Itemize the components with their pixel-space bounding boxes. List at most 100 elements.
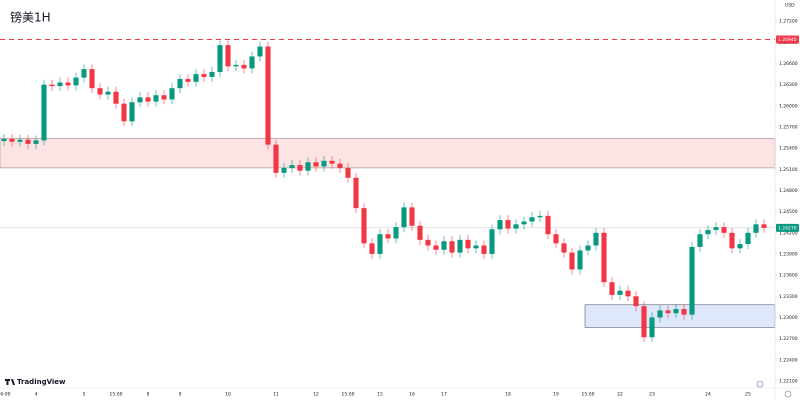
candle-body [425, 239, 431, 246]
currency-label: USD [785, 3, 795, 9]
candle-body [337, 163, 343, 168]
candle-body [121, 103, 127, 122]
y-tick-label: 1.24800 [779, 188, 798, 194]
candle-body [305, 162, 311, 171]
candle-body [81, 69, 87, 78]
candle-body [249, 56, 255, 69]
chart-title: 镑美1H [10, 10, 51, 25]
candle-body [537, 215, 543, 218]
candle-body [697, 234, 703, 247]
candle-body [713, 227, 719, 230]
y-tick-label: 1.22700 [779, 336, 798, 342]
y-tick-label: 1.27200 [779, 19, 798, 25]
candle-body [361, 208, 367, 244]
candle-body [449, 241, 455, 253]
x-tick-label: 18 [505, 392, 511, 398]
x-tick-label: 19 [553, 392, 559, 398]
candle-body [369, 243, 375, 254]
candle-body [505, 220, 511, 229]
candle-body [729, 232, 735, 249]
candle-body [281, 167, 287, 173]
x-tick-label: 8 [147, 392, 150, 398]
candle-body [297, 165, 303, 171]
candle-body [241, 64, 247, 69]
candle-body [161, 95, 167, 100]
y-tick-label: 1.23300 [779, 294, 798, 300]
candle-body [609, 282, 615, 295]
candle-body [113, 91, 119, 104]
x-tick-label: 15:00 [110, 392, 123, 398]
candle-body [673, 308, 679, 314]
candle-body [177, 79, 183, 89]
candle-body [97, 88, 103, 95]
candle-body [393, 227, 399, 239]
candle-body [681, 308, 687, 315]
price-label-box [776, 35, 799, 44]
candle-body [185, 79, 191, 82]
x-tick-label: 12 [313, 392, 319, 398]
brand-name: TradingView [17, 378, 66, 386]
price-label-box [776, 223, 799, 232]
indicator-icon[interactable] [756, 380, 764, 388]
x-tick-label: 25 [745, 392, 751, 398]
y-tick-label: 1.25700 [779, 124, 798, 130]
candle-body [193, 74, 199, 82]
candle-body [665, 310, 671, 314]
candle-body [625, 290, 631, 297]
x-tick-label: 15 [377, 392, 383, 398]
candle-body [753, 224, 759, 233]
candle-body [201, 74, 207, 77]
candle-body [105, 91, 111, 95]
candle-body [377, 234, 383, 254]
x-tick-label: 17 [441, 392, 447, 398]
x-tick-label: 22 [617, 392, 623, 398]
price-label: 1.24270 [778, 225, 797, 231]
y-tick-label: 1.22100 [779, 378, 798, 384]
candle-body [457, 239, 463, 253]
x-tick-label: 15:00 [342, 392, 355, 398]
y-tick-label: 1.23900 [779, 251, 798, 257]
y-tick-label: 1.22400 [779, 357, 798, 363]
candle-body [41, 84, 47, 141]
y-tick-label: 1.26000 [779, 103, 798, 109]
candle-body [521, 221, 527, 225]
candle-body [153, 95, 159, 102]
candle-body [617, 290, 623, 295]
candle-body [569, 252, 575, 270]
y-tick-label: 1.23000 [779, 315, 798, 321]
candle-body [473, 245, 479, 249]
candle-body [1, 138, 7, 142]
candle-body [345, 167, 351, 178]
y-tick-label: 1.23600 [779, 273, 798, 279]
x-tick-label: 16 [409, 392, 415, 398]
candle-body [9, 138, 15, 142]
x-tick-label: 11 [273, 392, 279, 398]
candle-body [513, 224, 519, 229]
zone [584, 304, 776, 328]
candle-body [657, 310, 663, 318]
candle-body [737, 244, 743, 249]
candle-body [25, 139, 31, 144]
y-tick-label: 1.24500 [779, 209, 798, 215]
x-tick-label: 24 [705, 392, 711, 398]
settings-icon[interactable] [784, 390, 792, 398]
price-label: 1.26940 [778, 37, 797, 43]
candle-body [57, 82, 63, 87]
candle-body [129, 102, 135, 122]
candle-body [145, 97, 151, 102]
candle-body [89, 69, 95, 89]
x-tick-label: 9 [179, 392, 182, 398]
y-tick-label: 1.24200 [779, 230, 798, 236]
candle-body [649, 317, 655, 338]
x-tick-label: 10 [225, 392, 231, 398]
candle-body [705, 229, 711, 235]
candle-body [265, 46, 271, 145]
candle-body [561, 243, 567, 253]
candle-body [529, 217, 535, 222]
x-tick-label: 06:00 [0, 392, 11, 398]
candle-body [313, 162, 319, 167]
candle-body [169, 88, 175, 100]
logo-icon [5, 379, 15, 385]
candle-body [593, 232, 599, 246]
